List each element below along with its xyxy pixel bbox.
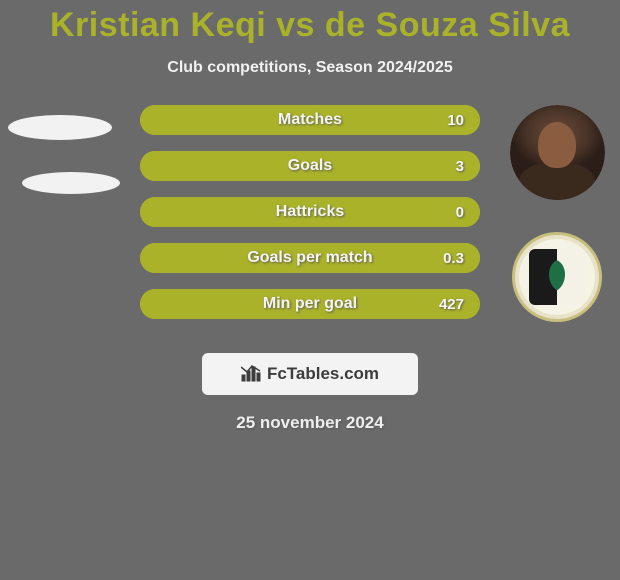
stat-bar-row: Matches 10 <box>140 105 480 135</box>
right-player-column <box>502 105 612 322</box>
stat-bar-label: Matches <box>278 111 342 129</box>
peacock-icon <box>542 258 572 292</box>
page-title: Kristian Keqi vs de Souza Silva <box>0 0 620 45</box>
fctables-text: FcTables.com <box>267 364 379 384</box>
right-player-avatar <box>510 105 605 200</box>
stat-bar-value: 10 <box>447 112 464 129</box>
stat-bar-label: Hattricks <box>276 203 344 221</box>
fctables-badge: FcTables.com <box>202 353 418 395</box>
avatar-face <box>538 122 576 168</box>
stat-bar-label: Min per goal <box>263 295 357 313</box>
stat-bar-label: Goals <box>288 157 332 175</box>
stat-bar-row: Goals 3 <box>140 151 480 181</box>
stat-bar-value: 3 <box>456 158 464 175</box>
stat-bar-row: Min per goal 427 <box>140 289 480 319</box>
avatar-torso <box>519 162 595 200</box>
right-club-badge <box>512 232 602 322</box>
subtitle: Club competitions, Season 2024/2025 <box>0 59 620 77</box>
infographic-container: Kristian Keqi vs de Souza Silva Club com… <box>0 0 620 580</box>
left-player-avatar-placeholder <box>8 115 112 140</box>
left-club-badge-placeholder <box>22 172 120 194</box>
stat-bar-value: 427 <box>439 296 464 313</box>
stat-bar-label: Goals per match <box>247 249 372 267</box>
stat-bar-value: 0 <box>456 204 464 221</box>
left-player-column <box>8 105 118 194</box>
barchart-icon <box>241 365 261 383</box>
club-badge-inner <box>519 239 595 315</box>
stat-bar-value: 0.3 <box>443 250 464 267</box>
club-badge-shield <box>529 249 585 305</box>
comparison-area: Matches 10 Goals 3 Hattricks 0 Goals per match… <box>0 105 620 335</box>
date-line: 25 november 2024 <box>0 413 620 433</box>
stat-bar-row: Goals per match 0.3 <box>140 243 480 273</box>
stat-bars: Matches 10 Goals 3 Hattricks 0 Goals per match… <box>140 105 480 319</box>
stat-bar-row: Hattricks 0 <box>140 197 480 227</box>
